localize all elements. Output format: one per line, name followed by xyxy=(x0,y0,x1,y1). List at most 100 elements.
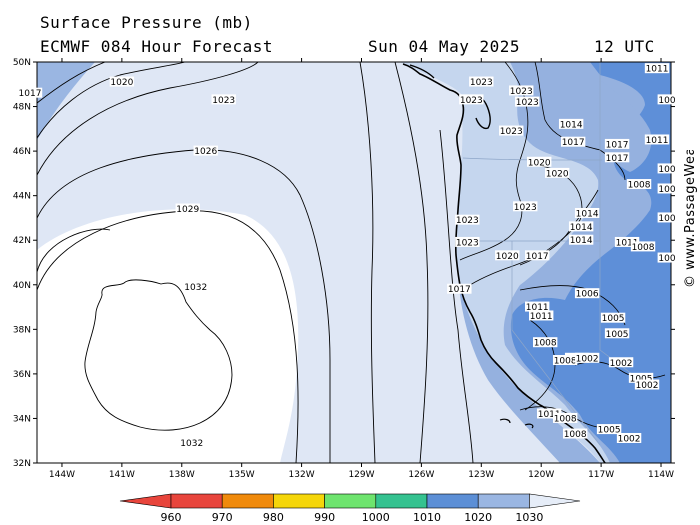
lon-label: 141W xyxy=(109,470,135,480)
isobar-label-text: 1017 xyxy=(526,252,549,262)
model-run: ECMWF 084 Hour Forecast xyxy=(40,37,274,56)
lon-label: 123W xyxy=(468,470,494,480)
isobar-label-text: 1002 xyxy=(618,434,641,444)
isobar-label-text: 1023 xyxy=(510,87,533,97)
isobar-label-text: 1005 xyxy=(630,374,653,384)
isobar-label-bg xyxy=(532,337,558,348)
isobar-label-bg xyxy=(499,125,524,136)
isobar-label: 1023 xyxy=(455,214,480,226)
isobar-label: 1008 xyxy=(552,355,578,367)
isobar-label-text: 1008 xyxy=(534,339,557,349)
isobar-label-text: 1002 xyxy=(576,354,599,364)
isobar-label-bg xyxy=(574,207,600,218)
isobar-label-text: 1032 xyxy=(184,283,207,293)
isobar-label-text: 1023 xyxy=(470,78,493,88)
forecast-time: 12 UTC xyxy=(594,37,655,56)
colorbar-label: 1000 xyxy=(362,511,390,524)
isobar-label-text: 1002 xyxy=(610,359,633,369)
lon-label: 120W xyxy=(528,470,554,480)
isobar-label-bg xyxy=(644,134,670,145)
lon-label: 144W xyxy=(49,470,75,480)
isobar-label-text: 1020 xyxy=(496,252,519,262)
isobar-lines xyxy=(37,62,474,463)
isobar-label-text: 1011 xyxy=(530,312,553,322)
lat-label: 32N xyxy=(13,459,31,469)
isobar-label: 1014 xyxy=(568,234,594,246)
isobar-label: 1017 xyxy=(604,138,630,150)
isobar-label-bg xyxy=(574,288,600,299)
colorbar-arrow-high xyxy=(529,493,581,509)
isobar-label: 1029 xyxy=(175,203,200,215)
isobar-label: 1023 xyxy=(499,125,524,137)
isobar-label: 1020 xyxy=(544,167,570,179)
isobar-label-text: 1023 xyxy=(460,96,483,106)
isobar-label: 1017 xyxy=(447,283,472,295)
isobar-label-bg xyxy=(626,179,652,190)
watermark: © www.PassageWeather.com xyxy=(676,150,700,400)
chart-title: Surface Pressure (mb) xyxy=(40,13,253,32)
isobar-label-text: 1008 xyxy=(628,181,651,191)
isobar-label-text: 1017 xyxy=(606,140,629,150)
isobar-label-bg xyxy=(657,212,677,223)
isobar-label: 1023 xyxy=(515,96,540,108)
isobar-label-text: 1032 xyxy=(180,439,203,449)
colorbar-segment xyxy=(170,493,223,509)
watermark-text: © www.PassageWeather.com xyxy=(683,150,698,288)
isobar-label-bg xyxy=(17,87,43,98)
isobar-label-text: 1011 xyxy=(538,410,561,420)
isobar-label-text: 1017 xyxy=(19,89,42,99)
lat-label: 36N xyxy=(13,370,31,380)
isobar-label: 1011 xyxy=(614,236,640,248)
isobar-label-bg xyxy=(574,352,600,363)
isobar-label-bg xyxy=(600,312,626,323)
colorbar-label: 980 xyxy=(263,511,284,524)
isobar-label-text: 1023 xyxy=(456,238,479,248)
isobar-label: 1017 xyxy=(17,87,43,99)
isobar-label-text: 1020 xyxy=(546,169,569,179)
isobar-label: 100 xyxy=(657,252,677,264)
lat-label: 44N xyxy=(13,192,31,202)
lon-label: 126W xyxy=(408,470,434,480)
isobar-label: 1002 xyxy=(574,352,600,364)
colorbar-segment xyxy=(426,493,479,509)
isobar-label: 1026 xyxy=(193,145,218,157)
isobar-label-text: 1023 xyxy=(516,98,539,108)
lat-label: 34N xyxy=(13,414,31,424)
isobar-label: 1002 xyxy=(608,357,634,369)
isobar-label-text: 1023 xyxy=(500,127,523,137)
isobar-label-text: 1017 xyxy=(448,285,471,295)
isobar-label-bg xyxy=(536,408,562,419)
isobar-label: 1002 xyxy=(634,379,660,391)
map-panel xyxy=(37,62,671,463)
isobar-label-bg xyxy=(568,234,594,245)
isobar-label-text: 1014 xyxy=(570,236,593,246)
isobar-label-text: 1017 xyxy=(562,138,585,148)
isobar-label-bg xyxy=(634,379,660,390)
isobar-label-bg xyxy=(552,355,578,366)
isobar-label: 1011 xyxy=(644,63,670,75)
channel-islands xyxy=(499,418,534,429)
isobar-label-text: 1029 xyxy=(176,205,199,215)
colorbar-label: 960 xyxy=(161,511,182,524)
isobar-label-bg xyxy=(562,428,588,439)
isobar-label: 1017 xyxy=(525,250,550,262)
isobar-label-text: 1005 xyxy=(602,314,625,324)
isobar-label-bg xyxy=(175,203,200,214)
isobar-label: 1023 xyxy=(211,94,236,106)
isobar-label-bg xyxy=(211,94,236,105)
isobar-label: 1011 xyxy=(536,408,562,420)
isobar-label: 1008 xyxy=(532,337,558,349)
colorbar-label: 970 xyxy=(212,511,233,524)
isobar-label-bg xyxy=(179,437,204,448)
lat-label: 40N xyxy=(13,281,31,291)
isobar-label-text: 1014 xyxy=(576,209,599,219)
colorbar-segment xyxy=(221,493,274,509)
isobar-label-text: 1008 xyxy=(554,414,577,424)
colorbar-label: 1030 xyxy=(515,511,543,524)
pressure-colorbar: 960 970 980 990 1000 1010 1020 1030 xyxy=(119,493,581,524)
isobar-label-bg xyxy=(525,301,550,312)
isobar-label-bg xyxy=(558,118,584,129)
axis-ticks: 50N 48N 46N 44N 42N 40N 38N 36N 34N 32N 144W 141W 13… xyxy=(13,58,675,480)
isobar-label: 1023 xyxy=(509,85,534,97)
isobar-label-bg xyxy=(628,372,654,383)
